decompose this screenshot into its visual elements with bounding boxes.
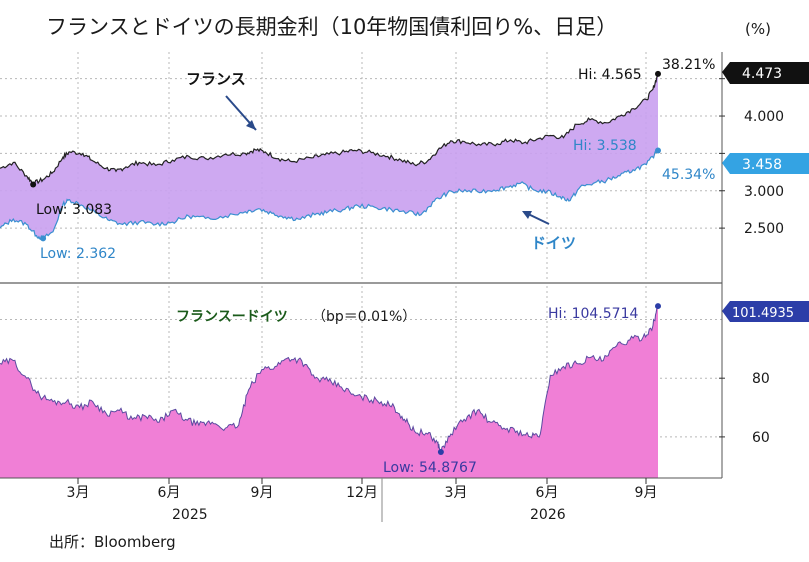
- spread-panel-title: フランスードイツ: [176, 309, 288, 325]
- spread-high-label: Hi: 104.5714: [548, 306, 638, 322]
- x-month-label: 9月: [251, 485, 274, 501]
- top-y-tick-label: 4.000: [744, 109, 784, 125]
- unit-label: (%): [745, 20, 771, 38]
- x-month-label: 6月: [536, 485, 559, 501]
- germany-series-label: ドイツ: [531, 234, 576, 252]
- spread-low-label: Low: 54.8767: [383, 460, 477, 476]
- germany-last-value: 3.458: [742, 157, 782, 173]
- x-month-labels: 3月 6月 9月 12月 3月 6月 9月: [67, 485, 658, 501]
- germany-pct-change: 45.34%: [662, 167, 715, 183]
- top-y-tick-label: 2.500: [744, 221, 784, 237]
- spread-area: [0, 305, 658, 478]
- france-low-marker: [30, 181, 37, 188]
- spread-last-value: 101.4935: [732, 306, 794, 321]
- germany-last-badge: [722, 153, 809, 174]
- germany-arrow-head: [522, 211, 532, 219]
- spread-line: [0, 304, 659, 454]
- spread-last-badge: [722, 301, 809, 322]
- spread-panel-subtitle: （bp＝0.01%）: [312, 309, 416, 325]
- top-y-tick-label: 3.000: [744, 184, 784, 200]
- chart-title: フランスとドイツの長期金利（10年物国債利回り%、日足）: [46, 15, 617, 39]
- x-month-label: 12月: [346, 485, 378, 501]
- spread-low-marker: [437, 448, 444, 455]
- bottom-y-tick-label: 80: [752, 371, 770, 387]
- france-low-label: Low: 3.083: [36, 202, 112, 218]
- france-series-label: フランス: [186, 70, 246, 88]
- x-month-label: 9月: [635, 485, 658, 501]
- france-high-label: Hi: 4.565: [578, 67, 642, 83]
- bottom-y-ticks: 60 80: [719, 371, 770, 446]
- france-arrow-head: [246, 120, 256, 130]
- france-line: [0, 73, 659, 187]
- x-month-label: 3月: [445, 485, 468, 501]
- germany-line: [0, 150, 659, 241]
- spread-high-marker: [655, 303, 661, 310]
- year-label-2026: 2026: [530, 507, 566, 523]
- france-last-value: 4.473: [742, 66, 782, 82]
- germany-low-label: Low: 2.362: [40, 246, 116, 262]
- germany-low-marker: [40, 235, 47, 242]
- top-y-ticks: 2.500 3.000 4.000: [719, 78, 784, 237]
- france-high-marker: [655, 70, 661, 77]
- yield-spread-band: [0, 73, 658, 240]
- france-last-badge: [722, 62, 809, 84]
- france-pct-change: 38.21%: [662, 57, 715, 73]
- x-axis-ticks: [77, 478, 647, 484]
- x-month-label: 3月: [67, 485, 90, 501]
- germany-high-label: Hi: 3.538: [573, 138, 637, 154]
- germany-high-marker: [655, 147, 661, 154]
- year-label-2025: 2025: [172, 507, 208, 523]
- source-note: 出所：Bloomberg: [49, 533, 176, 551]
- x-month-label: 6月: [158, 485, 181, 501]
- bottom-y-tick-label: 60: [752, 430, 770, 446]
